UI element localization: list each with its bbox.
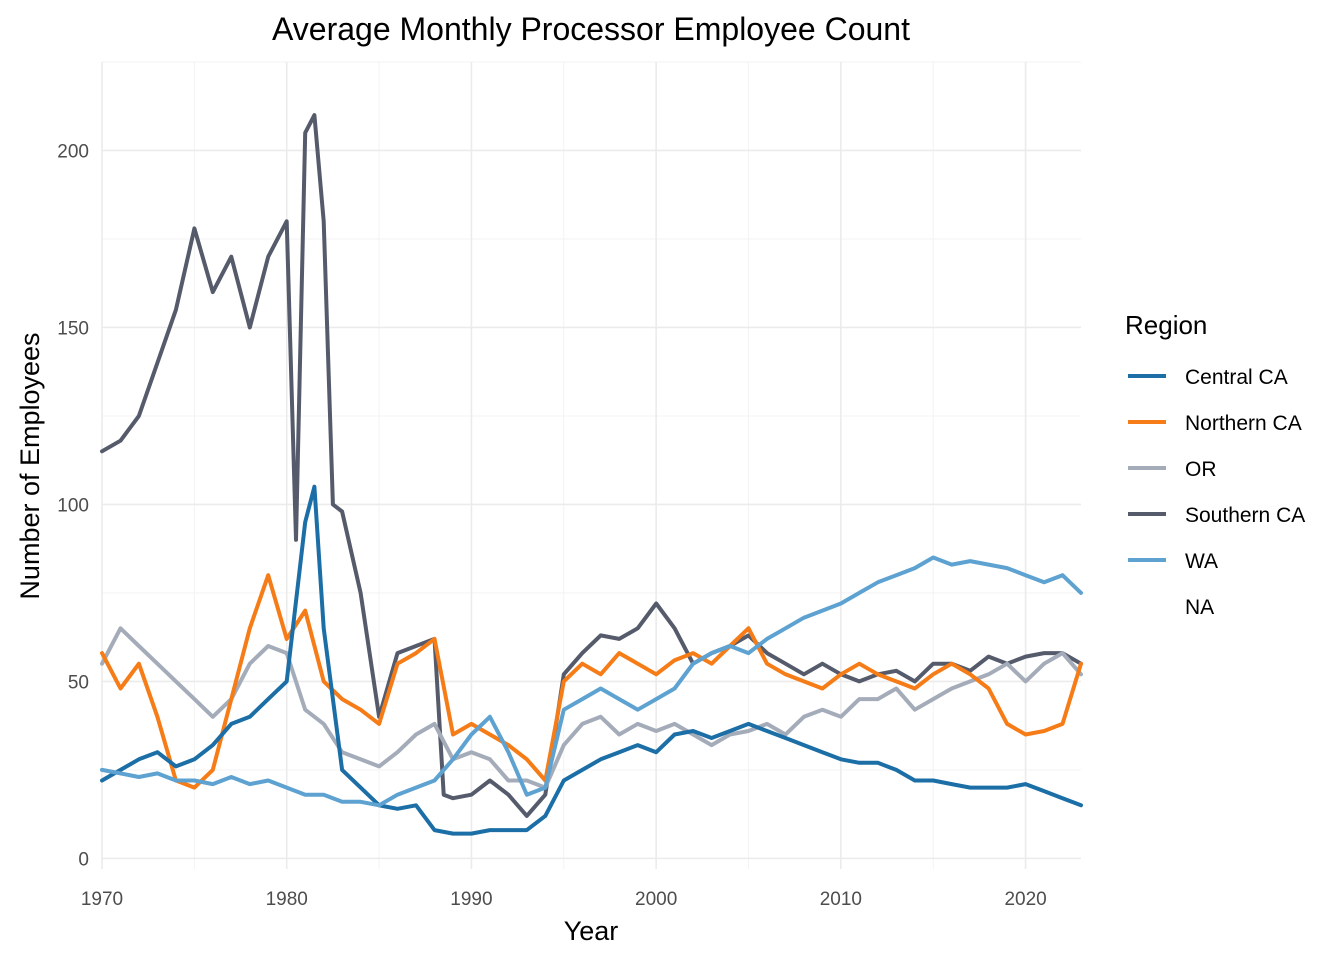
x-tick-label: 2000 bbox=[635, 889, 677, 910]
series-line-northern-ca bbox=[100, 573, 1083, 790]
series-layer bbox=[100, 113, 1083, 836]
series-line-central-ca bbox=[100, 484, 1083, 836]
y-tick-label: 100 bbox=[57, 495, 89, 516]
y-axis-title: Number of Employees bbox=[15, 332, 45, 599]
legend-title: Region bbox=[1125, 310, 1207, 340]
series-line-or bbox=[100, 626, 1083, 790]
x-tick-label: 1970 bbox=[81, 889, 123, 910]
legend-label-or: OR bbox=[1185, 458, 1217, 481]
legend-label-southern-ca: Southern CA bbox=[1185, 504, 1305, 527]
legend-entries: Central CA Northern CA OR Southern CA WA NA bbox=[1128, 366, 1305, 619]
x-tick-label: 1990 bbox=[450, 889, 492, 910]
grid-major-lines bbox=[101, 62, 1081, 869]
x-axis-tick-labels: 1970 1980 1990 2000 2010 2020 bbox=[81, 889, 1047, 910]
x-tick-label: 1980 bbox=[266, 889, 308, 910]
legend: Region Central CA Northern CA OR Southern C… bbox=[1125, 310, 1305, 619]
legend-label-northern-ca: Northern CA bbox=[1185, 412, 1302, 435]
series-line-southern-ca bbox=[100, 113, 1083, 818]
y-tick-label: 200 bbox=[57, 141, 89, 162]
y-tick-label: 0 bbox=[78, 849, 89, 870]
y-axis-tick-labels: 0 50 100 150 200 bbox=[57, 141, 89, 870]
chart-title: Average Monthly Processor Employee Count bbox=[272, 11, 910, 47]
legend-label-wa: WA bbox=[1185, 550, 1218, 573]
legend-label-na: NA bbox=[1185, 596, 1214, 619]
grid-minor-lines bbox=[102, 61, 1081, 869]
series-line-wa bbox=[100, 555, 1083, 808]
y-tick-label: 50 bbox=[68, 672, 89, 693]
y-tick-label: 150 bbox=[57, 318, 89, 339]
x-axis-title: Year bbox=[564, 916, 619, 946]
legend-label-central-ca: Central CA bbox=[1185, 366, 1288, 389]
x-tick-label: 2020 bbox=[1004, 889, 1046, 910]
x-tick-label: 2010 bbox=[820, 889, 862, 910]
